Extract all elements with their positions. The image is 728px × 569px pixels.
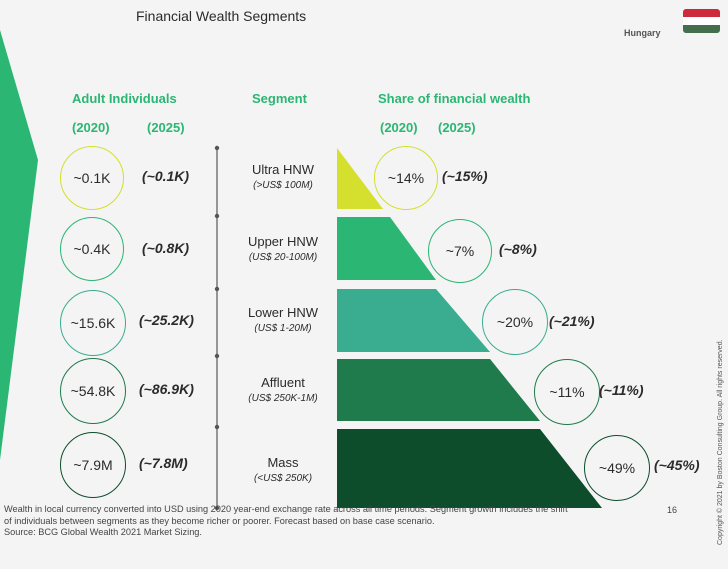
affluent-share-2020: ~11%: [534, 359, 600, 425]
footnote-line-2: of individuals between segments as they …: [4, 515, 435, 526]
pyramid-tier-affluent: [337, 359, 540, 421]
mass-label: Mass: [267, 455, 299, 470]
mass-individuals-2025: (~7.8M): [139, 455, 188, 471]
affluent-individuals-2025: (~86.9K): [139, 381, 194, 397]
share-year-2020: (2020): [380, 120, 418, 135]
share-header: Share of financial wealth: [378, 91, 531, 106]
lower-hnw-range: (US$ 1-20M): [254, 323, 312, 334]
ultra-hnw-individuals-2025: (~0.1K): [142, 168, 190, 184]
lower-hnw-label: Lower HNW: [247, 305, 319, 320]
affluent-individuals-2020: ~54.8K: [60, 358, 126, 424]
ultra-hnw-share-2020: ~14%: [374, 146, 438, 210]
affluent-share-2025: (~11%): [599, 382, 644, 398]
copyright-notice: Copyright © 2021 by Boston Consulting Gr…: [717, 339, 724, 545]
upper-hnw-share-2025: (~8%): [499, 241, 537, 257]
adult-individuals-header: Adult Individuals: [72, 91, 177, 106]
ultra-hnw-share-2025: (~15%): [442, 168, 488, 184]
pyramid-tier-ultra-hnw: [337, 148, 383, 209]
individuals-year-2020: (2020): [72, 120, 110, 135]
ultra-hnw-individuals-2020: ~0.1K: [60, 146, 124, 210]
lower-hnw-individuals-2020: ~15.6K: [60, 290, 126, 356]
source-line: Source: BCG Global Wealth 2021 Market Si…: [4, 527, 202, 537]
affluent-label: Affluent: [261, 375, 305, 390]
pyramid-tier-mass: [337, 429, 602, 508]
pyramid-tier-upper-hnw: [337, 217, 436, 280]
upper-hnw-individuals-2020: ~0.4K: [60, 217, 124, 281]
footnote-line-1: Wealth in local currency converted into …: [4, 504, 568, 514]
segment-header: Segment: [252, 91, 307, 106]
share-year-2025: (2025): [438, 120, 476, 135]
ultra-hnw-label: Ultra HNW: [251, 162, 315, 177]
mass-range: (<US$ 250K): [253, 473, 313, 484]
mass-individuals-2020: ~7.9M: [60, 432, 126, 498]
lower-hnw-share-2025: (~21%): [549, 313, 595, 329]
left-accent-shape: [0, 30, 38, 460]
pyramid-tier-lower-hnw: [337, 289, 490, 352]
footnote: Wealth in local currency converted into …: [4, 504, 674, 539]
mass-share-2020: ~49%: [584, 435, 650, 501]
ultra-hnw-range: (>US$ 100M): [253, 180, 313, 191]
upper-hnw-label: Upper HNW: [247, 234, 319, 249]
individuals-year-2025: (2025): [147, 120, 185, 135]
upper-hnw-range: (US$ 20-100M): [248, 252, 318, 263]
hungary-flag-icon: [683, 9, 720, 33]
lower-hnw-share-2020: ~20%: [482, 289, 548, 355]
page-title: Financial Wealth Segments: [136, 8, 307, 24]
page-number: 16: [667, 505, 678, 515]
mass-share-2025: (~45%): [654, 457, 700, 473]
affluent-range: (US$ 250K-1M): [248, 393, 318, 404]
upper-hnw-share-2020: ~7%: [428, 219, 492, 283]
country-label: Hungary: [624, 28, 661, 38]
lower-hnw-individuals-2025: (~25.2K): [139, 312, 194, 328]
upper-hnw-individuals-2025: (~0.8K): [142, 240, 190, 256]
